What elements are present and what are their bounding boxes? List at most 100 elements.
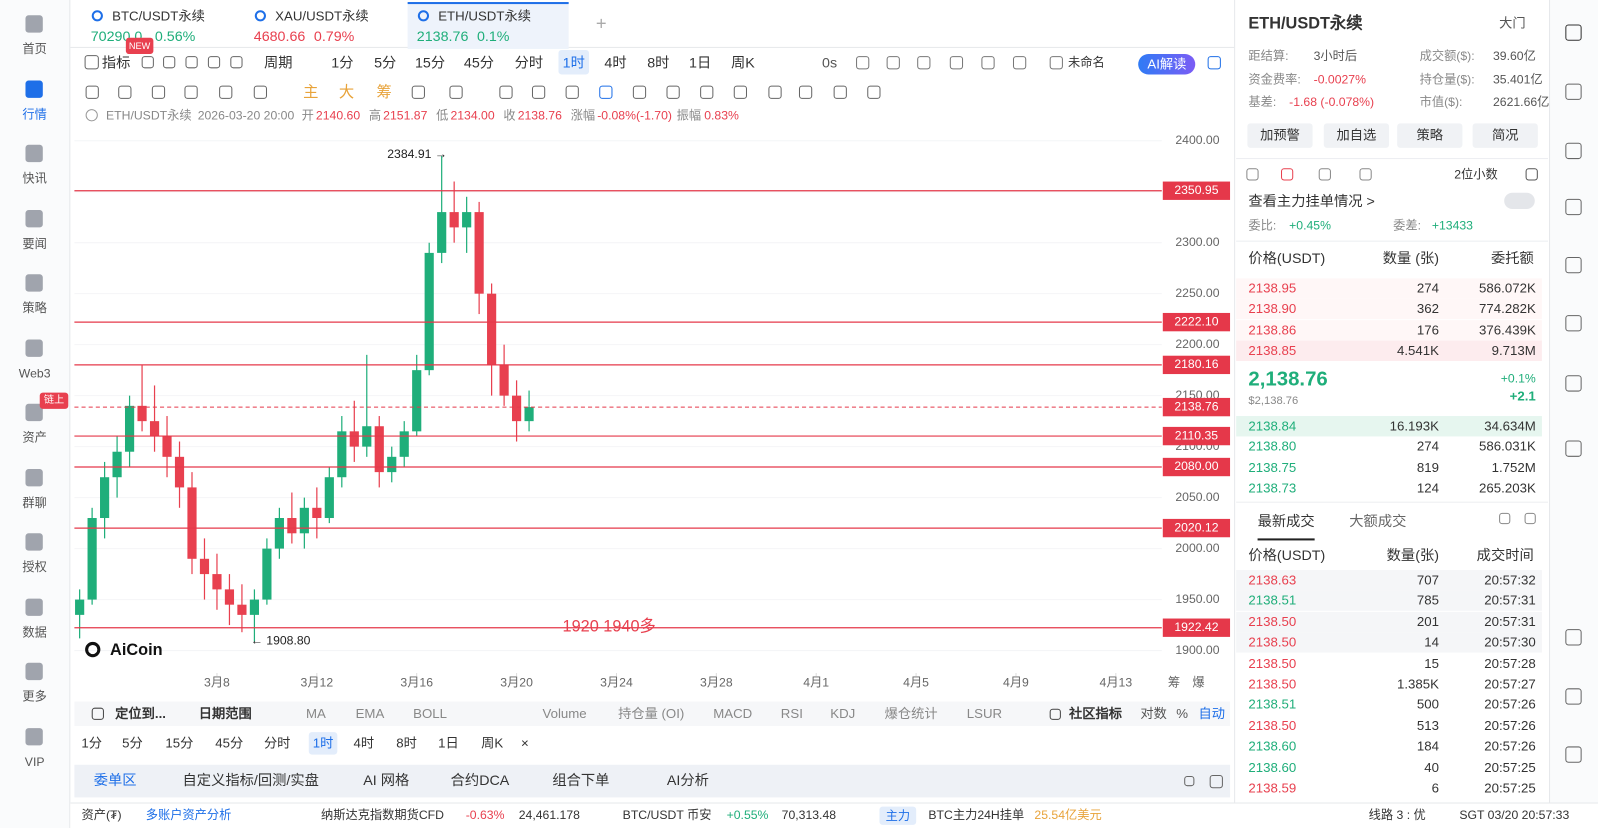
sidebar-icon[interactable]: [25, 274, 43, 292]
icon[interactable]: [1209, 774, 1223, 788]
icon[interactable]: [767, 85, 782, 99]
bottom-tab[interactable]: 委单区: [93, 771, 137, 789]
sidebar-label[interactable]: 群聊: [22, 495, 47, 510]
icon[interactable]: [1246, 168, 1259, 181]
sidebar-label[interactable]: 行情: [22, 106, 47, 121]
icon[interactable]: [151, 85, 165, 99]
locate-button[interactable]: 定位到...: [115, 705, 166, 721]
icon[interactable]: [531, 85, 545, 99]
icon[interactable]: [1565, 688, 1582, 705]
exchange[interactable]: 大门: [1499, 15, 1526, 31]
sub-indicator[interactable]: KDJ: [830, 705, 856, 721]
main-indicator[interactable]: BOLL: [413, 705, 448, 721]
icon[interactable]: [1184, 775, 1195, 787]
sub-indicator[interactable]: LSUR: [966, 705, 1003, 721]
icon[interactable]: [1565, 375, 1582, 392]
sidebar-icon[interactable]: [25, 662, 43, 681]
panel-button[interactable]: [1247, 123, 1313, 148]
icon[interactable]: [1049, 708, 1061, 720]
icon[interactable]: [632, 85, 646, 99]
sub-indicator[interactable]: 爆仓统计: [884, 705, 938, 721]
sidebar-label[interactable]: 快讯: [22, 171, 47, 186]
icon[interactable]: [1565, 256, 1582, 274]
log-toggle[interactable]: 对数: [1140, 705, 1167, 721]
icon[interactable]: [1565, 142, 1582, 160]
panel-button[interactable]: [1323, 123, 1390, 148]
tab-name[interactable]: ETH/USDT永续: [438, 8, 531, 24]
icon[interactable]: [866, 85, 880, 99]
community-indicator[interactable]: 社区指标: [1069, 705, 1123, 721]
bottom-tab[interactable]: 自定义指标/回测/实盘: [182, 771, 319, 789]
period-option[interactable]: 5分: [374, 54, 397, 71]
close-button[interactable]: ×: [520, 735, 529, 751]
sidebar-label[interactable]: VIP: [24, 754, 45, 769]
icon[interactable]: [1318, 168, 1331, 181]
panel-button-label[interactable]: 加自选: [1336, 127, 1377, 143]
icon[interactable]: [916, 55, 930, 69]
period-option[interactable]: 周K: [481, 735, 504, 751]
sidebar-icon[interactable]: [25, 15, 43, 33]
icon[interactable]: [163, 56, 176, 69]
sidebar-icon[interactable]: [25, 727, 43, 745]
panel-button[interactable]: [1472, 123, 1538, 148]
period-option[interactable]: 1日: [438, 735, 459, 751]
icon[interactable]: [1012, 55, 1026, 69]
icon[interactable]: [1207, 55, 1221, 69]
trade-tab[interactable]: 最新成交: [1257, 512, 1315, 530]
icon[interactable]: [183, 85, 198, 99]
draw-tool[interactable]: 主: [303, 83, 319, 101]
percent-toggle[interactable]: %: [1176, 705, 1189, 721]
add-tab[interactable]: +: [595, 13, 607, 34]
tab-name[interactable]: XAU/USDT永续: [275, 8, 369, 24]
sidebar-label[interactable]: 资产: [22, 430, 47, 445]
icon[interactable]: [411, 85, 425, 99]
sidebar-label[interactable]: 要闻: [22, 236, 47, 251]
sub-indicator[interactable]: MACD: [713, 705, 753, 721]
icon[interactable]: [598, 85, 612, 99]
icon[interactable]: [1498, 512, 1510, 524]
icon[interactable]: [1565, 440, 1582, 457]
icon[interactable]: [1524, 512, 1536, 524]
draw-tool[interactable]: 大: [338, 83, 355, 101]
icon[interactable]: [498, 85, 513, 99]
main-orders[interactable]: 查看主力挂单情况 >: [1248, 192, 1375, 210]
icon[interactable]: [949, 55, 963, 69]
period-option[interactable]: 1日: [689, 54, 712, 71]
toggle[interactable]: [1504, 192, 1535, 210]
period-option[interactable]: 分时: [263, 735, 291, 751]
period-option[interactable]: 45分: [215, 735, 244, 751]
active-tab[interactable]: [407, 2, 569, 49]
icon[interactable]: [91, 707, 104, 720]
period-option[interactable]: 8时: [396, 735, 417, 751]
icon[interactable]: [798, 85, 812, 99]
sidebar-icon[interactable]: [25, 144, 43, 163]
trade-tab[interactable]: 大额成交: [1349, 512, 1407, 530]
icon[interactable]: [1565, 746, 1582, 763]
period-option[interactable]: 8时: [647, 54, 670, 71]
icon[interactable]: [117, 85, 131, 99]
icon[interactable]: [1565, 24, 1582, 41]
sub-indicator[interactable]: RSI: [780, 705, 803, 721]
indicator-button[interactable]: 指标: [101, 54, 131, 71]
sidebar-label[interactable]: 策略: [22, 300, 47, 316]
period-option[interactable]: 15分: [165, 735, 194, 751]
period-option[interactable]: 4时: [604, 54, 627, 71]
icon[interactable]: [84, 55, 99, 70]
panel-button[interactable]: [1397, 123, 1463, 148]
icon[interactable]: [733, 85, 747, 99]
bottom-tab[interactable]: AI 网格: [363, 771, 410, 789]
icon[interactable]: [699, 85, 713, 99]
period-option[interactable]: 分时: [514, 54, 544, 71]
layout-name[interactable]: 未命名: [1068, 55, 1105, 70]
decimals-select[interactable]: 2位小数: [1454, 167, 1498, 182]
sub-indicator[interactable]: Volume: [542, 705, 587, 721]
period-button[interactable]: 周期: [263, 54, 293, 71]
panel-button-label[interactable]: 加预警: [1260, 127, 1300, 143]
icon[interactable]: [207, 56, 221, 69]
period-option[interactable]: 4时: [353, 735, 375, 751]
period-option[interactable]: 15分: [414, 54, 446, 71]
icon[interactable]: [1049, 55, 1063, 69]
icon[interactable]: [448, 85, 463, 99]
sidebar-label[interactable]: 数据: [22, 624, 47, 639]
period-option[interactable]: 周K: [731, 54, 755, 71]
